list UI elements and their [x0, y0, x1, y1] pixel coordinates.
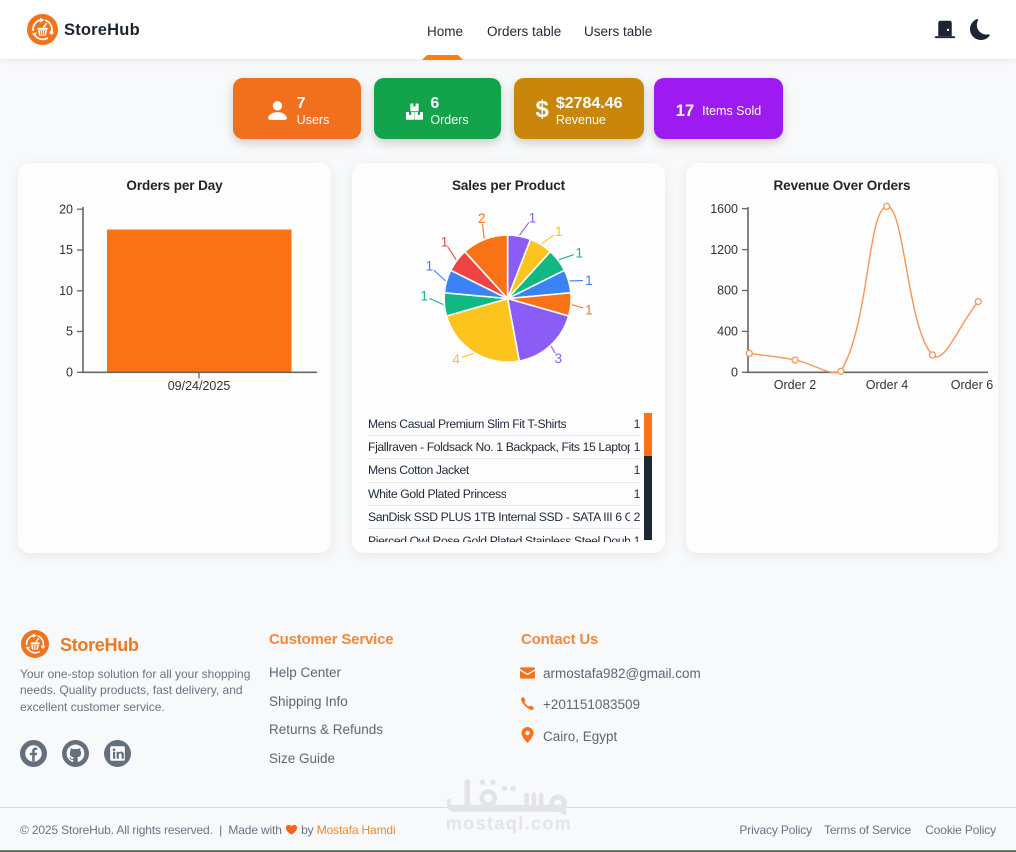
svg-text:1: 1 — [585, 273, 593, 288]
svg-text:1200: 1200 — [710, 243, 738, 257]
svg-text:20: 20 — [59, 202, 73, 216]
svg-text:09/24/2025: 09/24/2025 — [168, 379, 231, 393]
svg-text:1: 1 — [555, 224, 563, 239]
svg-text:Order 2: Order 2 — [774, 378, 816, 392]
svg-text:1: 1 — [529, 210, 537, 225]
svg-text:15: 15 — [59, 243, 73, 257]
svg-text:10: 10 — [59, 284, 73, 298]
svg-text:800: 800 — [717, 284, 738, 298]
svg-text:1: 1 — [441, 234, 449, 249]
svg-text:1600: 1600 — [710, 202, 738, 216]
svg-text:mostaql.com: mostaql.com — [446, 814, 572, 834]
svg-text:1: 1 — [576, 245, 584, 260]
svg-text:Order 4: Order 4 — [866, 378, 908, 392]
svg-text:0: 0 — [66, 366, 73, 380]
svg-text:3: 3 — [555, 351, 563, 366]
svg-text:400: 400 — [717, 325, 738, 339]
svg-text:1: 1 — [420, 289, 428, 304]
svg-text:Order 6: Order 6 — [951, 378, 993, 392]
svg-text:5: 5 — [66, 325, 73, 339]
svg-text:2: 2 — [478, 211, 486, 226]
svg-text:0: 0 — [731, 366, 738, 380]
svg-text:1: 1 — [426, 259, 434, 274]
svg-text:4: 4 — [452, 352, 460, 367]
svg-text:1: 1 — [585, 302, 593, 317]
